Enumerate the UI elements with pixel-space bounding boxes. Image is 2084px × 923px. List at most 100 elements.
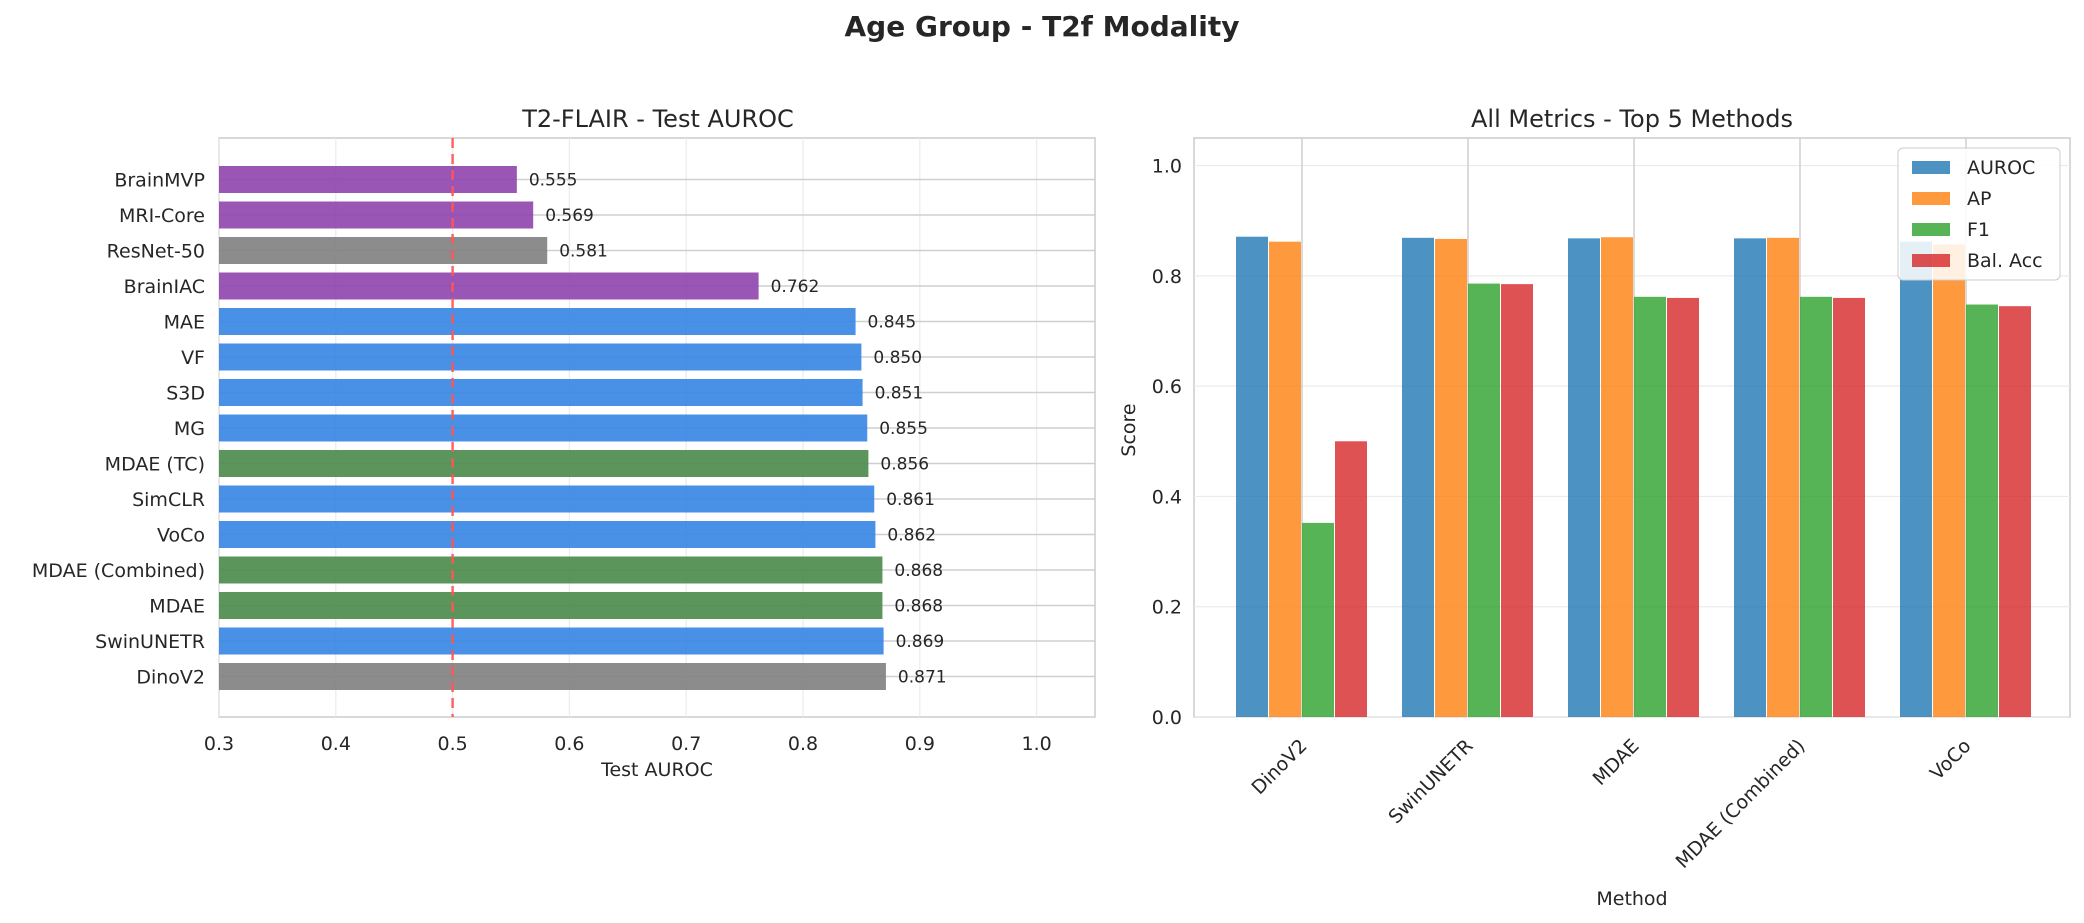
left-x-axis-label: Test AUROC [600, 759, 713, 781]
left-category-label: MDAE [149, 596, 205, 618]
right-bar-f1 [1800, 296, 1832, 717]
left-x-tick-label: 1.0 [1021, 733, 1051, 755]
left-bar [219, 166, 517, 193]
left-x-tick-labels: 0.3 0.4 0.5 0.6 0.7 0.8 0.9 1.0 [204, 733, 1052, 755]
left-category-labels: BrainMVP MRI-Core ResNet-50 BrainIAC MAE VF S3… [32, 170, 205, 689]
figure-suptitle: Age Group - T2f Modality [845, 10, 1240, 43]
right-bar-ap [1933, 244, 1965, 717]
left-category-label: DinoV2 [136, 667, 205, 689]
right-y-tick-labels: 0.0 0.2 0.4 0.6 0.8 1.0 [1152, 156, 1182, 729]
right-bar-auroc [1734, 238, 1766, 718]
right-bar-ap [1269, 241, 1301, 717]
right-chart-title: All Metrics - Top 5 Methods [1471, 105, 1793, 133]
left-bar [219, 414, 868, 442]
right-bar-auroc [1900, 241, 1932, 717]
left-value-label: 0.868 [894, 597, 943, 617]
left-bar [219, 379, 863, 406]
right-y-tick-label: 0.8 [1152, 266, 1182, 288]
right-category-label: VoCo [1926, 735, 1976, 785]
right-bar-ap [1601, 237, 1633, 717]
left-value-label: 0.555 [529, 171, 578, 191]
right-category-labels: DinoV2 SwinUNETR MDAE MDAE (Combined) VoCo [1247, 735, 1975, 873]
left-category-label: SimCLR [132, 489, 205, 511]
right-y-tick-label: 1.0 [1152, 156, 1182, 178]
left-value-label: 0.856 [880, 455, 929, 475]
left-x-tick-label: 0.4 [321, 733, 351, 755]
left-value-labels: 0.555 0.569 0.581 0.762 0.845 0.850 0.851 0.855… [529, 171, 947, 688]
left-value-label: 0.845 [868, 313, 917, 333]
legend-swatch [1912, 223, 1950, 236]
left-value-label: 0.762 [771, 277, 820, 297]
legend-label: AUROC [1967, 157, 2035, 179]
left-bar [219, 308, 856, 335]
right-bar-bal-acc [1833, 297, 1865, 717]
right-legend: AUROC AP F1 Bal. Acc [1897, 147, 2061, 281]
left-bar [219, 343, 862, 371]
legend-label: Bal. Acc [1967, 250, 2043, 272]
left-bar [219, 237, 548, 264]
right-bar-ap [1767, 237, 1799, 717]
left-bars [219, 166, 886, 690]
left-category-label: BrainIAC [124, 276, 205, 298]
right-bar-f1 [1966, 304, 1998, 717]
left-value-label: 0.869 [896, 632, 945, 652]
left-category-label: MRI-Core [119, 205, 205, 227]
right-bar-bal-acc [1667, 297, 1699, 717]
right-category-label: MDAE (Combined) [1672, 735, 1810, 873]
legend-swatch [1912, 192, 1950, 205]
right-y-tick-label: 0.4 [1152, 486, 1182, 508]
right-bar-auroc [1568, 238, 1600, 718]
right-bar-bal-acc [1335, 441, 1367, 717]
left-bar [219, 556, 883, 584]
left-category-label: BrainMVP [114, 170, 205, 192]
left-x-tick-label: 0.3 [204, 733, 234, 755]
left-x-tick-label: 0.7 [671, 733, 701, 755]
right-bar-f1 [1302, 522, 1334, 717]
right-bar-bal-acc [1999, 306, 2031, 717]
left-x-tick-label: 0.5 [437, 733, 467, 755]
right-x-axis-label: Method [1596, 888, 1667, 910]
left-bar [219, 272, 759, 300]
left-category-label: ResNet-50 [107, 241, 205, 263]
auroc-bar-chart: T2-FLAIR - Test AUROC 0.555 0.569 0.581 0.7… [32, 105, 1096, 781]
left-value-label: 0.861 [886, 490, 935, 510]
right-category-label: MDAE [1589, 735, 1644, 790]
left-category-label: MAE [164, 312, 205, 334]
left-bar [219, 592, 883, 619]
right-bar-auroc [1236, 236, 1268, 717]
legend-frame [1897, 147, 2061, 281]
metrics-bar-chart: All Metrics - Top 5 Methods 0.0 0.2 0.4 0.6… [1118, 105, 2071, 910]
right-y-tick-label: 0.2 [1152, 597, 1182, 619]
legend-label: F1 [1967, 219, 1990, 241]
right-category-label: SwinUNETR [1384, 735, 1477, 828]
right-bar-f1 [1468, 283, 1500, 717]
left-category-label: MDAE (TC) [105, 454, 205, 476]
left-value-label: 0.569 [545, 206, 594, 226]
left-category-label: VF [181, 347, 205, 369]
left-value-label: 0.850 [873, 348, 922, 368]
left-category-label: MG [174, 418, 205, 440]
left-x-tick-label: 0.9 [905, 733, 935, 755]
left-value-label: 0.855 [879, 419, 928, 439]
right-y-tick-label: 0.0 [1152, 707, 1182, 729]
right-bar-auroc [1402, 237, 1434, 717]
right-bar-ap [1435, 238, 1467, 717]
left-value-label: 0.851 [875, 384, 924, 404]
left-category-label: MDAE (Combined) [32, 560, 205, 582]
left-bar [219, 521, 876, 548]
right-bar-f1 [1634, 296, 1666, 717]
right-bar-bal-acc [1501, 284, 1533, 717]
left-category-label: VoCo [157, 525, 205, 547]
left-x-tick-label: 0.6 [554, 733, 584, 755]
legend-swatch [1912, 254, 1950, 267]
left-value-label: 0.871 [898, 668, 947, 688]
right-y-axis-label: Score [1118, 403, 1140, 456]
right-y-tick-label: 0.6 [1152, 376, 1182, 398]
right-category-label: DinoV2 [1247, 735, 1311, 799]
left-bar [219, 627, 884, 655]
left-value-label: 0.868 [894, 561, 943, 581]
left-chart-title: T2-FLAIR - Test AUROC [521, 105, 794, 133]
left-bar [219, 663, 886, 690]
left-x-tick-label: 0.8 [788, 733, 818, 755]
